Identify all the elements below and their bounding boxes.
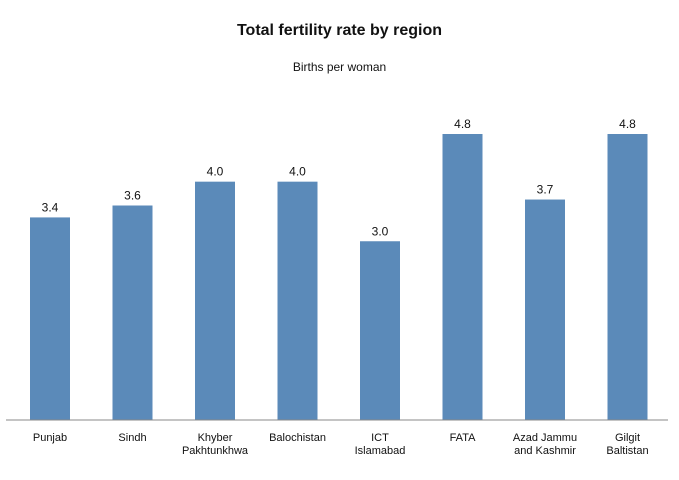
category-label-6-line-0: Azad Jammu [513,432,577,444]
category-label-0-line-0: Punjab [33,432,67,444]
category-label-5-line-0: FATA [450,432,477,444]
category-label-4-line-1: Islamabad [355,445,406,457]
data-label-4: 3.0 [372,224,389,238]
data-label-3: 4.0 [289,165,306,179]
bars-layer [30,134,648,420]
bar-7 [607,134,648,420]
data-label-5: 4.8 [454,117,471,131]
data-label-0: 3.4 [42,200,59,214]
bar-3 [277,181,318,420]
data-label-7: 4.8 [619,117,636,131]
bar-1 [112,205,153,420]
chart-title: Total fertility rate by region [236,22,443,39]
category-label-6-line-1: and Kashmir [514,445,576,457]
category-label-2-line-1: Pakhtunkhwa [182,445,249,457]
data-label-2: 4.0 [207,165,224,179]
category-label-7-line-1: Baltistan [606,445,648,457]
data-label-1: 3.6 [124,189,141,203]
bar-2 [195,181,235,420]
chart-subtitle: Births per woman [292,60,387,74]
bar-6 [525,199,565,420]
category-label-7-line-0: Gilgit [615,432,640,444]
category-label-2-line-0: Khyber [198,432,233,444]
bar-4 [360,241,400,420]
data-label-6: 3.7 [537,183,554,197]
category-label-4-line-0: ICT [371,432,389,444]
bar-0 [30,217,70,420]
category-label-3-line-0: Balochistan [269,432,326,444]
category-label-1-line-0: Sindh [118,432,146,444]
bar-5 [442,134,483,420]
